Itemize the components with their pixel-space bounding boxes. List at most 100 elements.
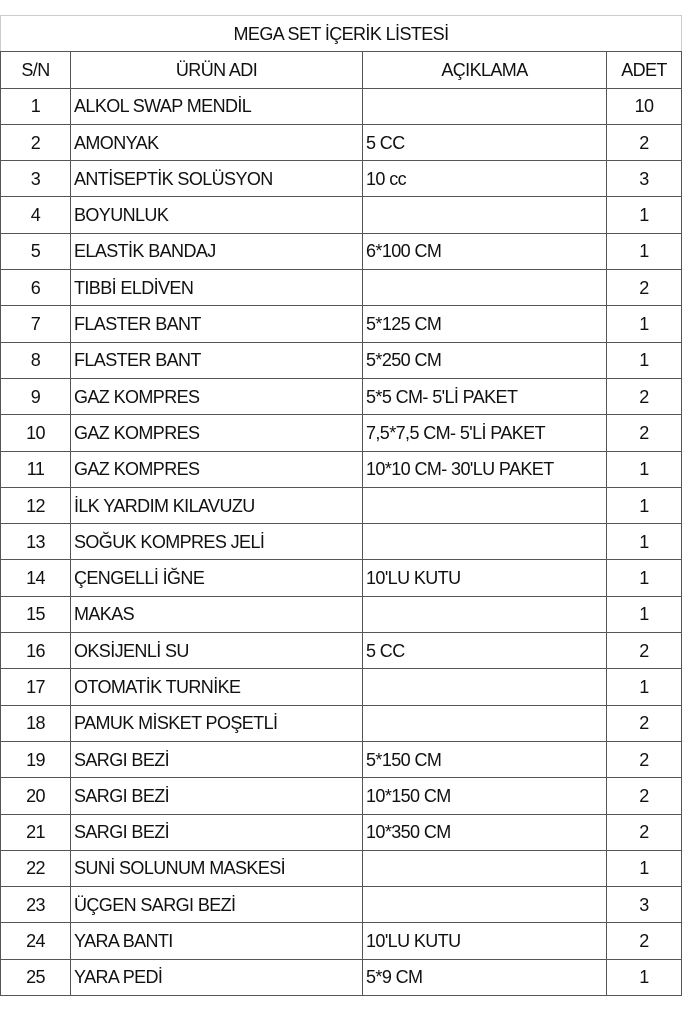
row-desc: 10*150 CM: [362, 777, 607, 815]
row-sn: 9: [0, 377, 71, 416]
row-qty: 2: [606, 740, 682, 779]
table-row: 13 SOĞUK KOMPRES JELİ 1: [0, 523, 682, 561]
row-qty: 1: [606, 668, 682, 706]
table-row: 10 GAZ KOMPRES 7,5*7,5 CM- 5'Lİ PAKET 2: [0, 414, 682, 452]
row-qty: 1: [606, 849, 682, 888]
row-qty: 1: [606, 958, 682, 997]
row-sn: 4: [0, 196, 71, 234]
row-qty: 3: [606, 160, 682, 198]
row-name: SARGI BEZİ: [70, 813, 363, 851]
row-desc: 7,5*7,5 CM- 5'Lİ PAKET: [362, 414, 607, 452]
row-sn: 24: [0, 922, 71, 960]
row-qty: 2: [606, 813, 682, 851]
row-desc: [362, 886, 607, 924]
title-row: MEGA SET İÇERİK LİSTESİ: [0, 14, 682, 53]
row-name: BOYUNLUK: [70, 196, 363, 234]
row-sn: 20: [0, 777, 71, 815]
row-name: FLASTER BANT: [70, 305, 363, 343]
row-sn: 11: [0, 450, 71, 488]
table-row: 12 İLK YARDIM KILAVUZU 1: [0, 486, 682, 525]
row-desc: 5*5 CM- 5'Lİ PAKET: [362, 377, 607, 416]
row-desc: [362, 486, 607, 525]
table-row: 22 SUNİ SOLUNUM MASKESİ 1: [0, 849, 682, 888]
header-name: ÜRÜN ADI: [70, 51, 363, 89]
row-desc: 5 CC: [362, 632, 607, 670]
table-row: 8 FLASTER BANT 5*250 CM 1: [0, 341, 682, 379]
row-desc: [362, 595, 607, 634]
row-desc: 5*250 CM: [362, 341, 607, 379]
row-sn: 14: [0, 559, 71, 597]
row-desc: 5*9 CM: [362, 958, 607, 997]
row-name: SARGI BEZİ: [70, 740, 363, 779]
row-qty: 1: [606, 305, 682, 343]
row-qty: 2: [606, 269, 682, 307]
row-name: GAZ KOMPRES: [70, 414, 363, 452]
row-qty: 1: [606, 450, 682, 488]
row-desc: 10 cc: [362, 160, 607, 198]
row-sn: 22: [0, 849, 71, 888]
row-sn: 7: [0, 305, 71, 343]
row-name: MAKAS: [70, 595, 363, 634]
row-name: OKSİJENLİ SU: [70, 632, 363, 670]
table-row: 19 SARGI BEZİ 5*150 CM 2: [0, 740, 682, 779]
row-name: YARA BANTI: [70, 922, 363, 960]
row-qty: 1: [606, 595, 682, 634]
table-row: 25 YARA PEDİ 5*9 CM 1: [0, 958, 682, 997]
row-sn: 25: [0, 958, 71, 997]
table-row: 1 ALKOL SWAP MENDİL 10: [0, 87, 682, 125]
table-row: 16 OKSİJENLİ SU 5 CC 2: [0, 632, 682, 670]
row-desc: [362, 87, 607, 125]
row-qty: 2: [606, 922, 682, 960]
table-row: 6 TIBBİ ELDİVEN 2: [0, 269, 682, 307]
row-qty: 2: [606, 377, 682, 416]
table-row: 3 ANTİSEPTİK SOLÜSYON 10 cc 3: [0, 160, 682, 198]
table-row: 17 OTOMATİK TURNİKE 1: [0, 668, 682, 706]
row-desc: [362, 704, 607, 742]
row-qty: 2: [606, 777, 682, 815]
row-sn: 17: [0, 668, 71, 706]
table-row: 23 ÜÇGEN SARGI BEZİ 3: [0, 886, 682, 924]
table-row: 7 FLASTER BANT 5*125 CM 1: [0, 305, 682, 343]
row-qty: 2: [606, 704, 682, 742]
table-row: 4 BOYUNLUK 1: [0, 196, 682, 234]
row-desc: 5 CC: [362, 123, 607, 162]
table-row: 18 PAMUK MİSKET POŞETLİ 2: [0, 704, 682, 742]
row-sn: 12: [0, 486, 71, 525]
table-title: MEGA SET İÇERİK LİSTESİ: [0, 14, 682, 53]
table-row: 20 SARGI BEZİ 10*150 CM 2: [0, 777, 682, 815]
row-sn: 5: [0, 232, 71, 271]
row-sn: 18: [0, 704, 71, 742]
row-qty: 1: [606, 341, 682, 379]
row-desc: 10'LU KUTU: [362, 922, 607, 960]
row-desc: 10*10 CM- 30'LU PAKET: [362, 450, 607, 488]
row-name: ELASTİK BANDAJ: [70, 232, 363, 271]
row-desc: 5*150 CM: [362, 740, 607, 779]
row-sn: 13: [0, 523, 71, 561]
table-row: 24 YARA BANTI 10'LU KUTU 2: [0, 922, 682, 960]
table-row: 5 ELASTİK BANDAJ 6*100 CM 1: [0, 232, 682, 271]
row-sn: 15: [0, 595, 71, 634]
row-desc: 10'LU KUTU: [362, 559, 607, 597]
table-row: 9 GAZ KOMPRES 5*5 CM- 5'Lİ PAKET 2: [0, 377, 682, 416]
row-sn: 16: [0, 632, 71, 670]
row-sn: 2: [0, 123, 71, 162]
row-qty: 2: [606, 123, 682, 162]
row-sn: 10: [0, 414, 71, 452]
row-name: ALKOL SWAP MENDİL: [70, 87, 363, 125]
row-sn: 3: [0, 160, 71, 198]
header-row: S/N ÜRÜN ADI AÇIKLAMA ADET: [0, 51, 682, 89]
row-desc: [362, 269, 607, 307]
row-name: SOĞUK KOMPRES JELİ: [70, 523, 363, 561]
row-desc: 10*350 CM: [362, 813, 607, 851]
row-name: SARGI BEZİ: [70, 777, 363, 815]
row-name: AMONYAK: [70, 123, 363, 162]
row-sn: 6: [0, 269, 71, 307]
row-sn: 8: [0, 341, 71, 379]
row-name: GAZ KOMPRES: [70, 377, 363, 416]
row-name: ÜÇGEN SARGI BEZİ: [70, 886, 363, 924]
row-name: İLK YARDIM KILAVUZU: [70, 486, 363, 525]
row-qty: 10: [606, 87, 682, 125]
contents-table: MEGA SET İÇERİK LİSTESİ S/N ÜRÜN ADI AÇI…: [0, 14, 682, 997]
header-sn: S/N: [0, 51, 71, 89]
row-name: YARA PEDİ: [70, 958, 363, 997]
